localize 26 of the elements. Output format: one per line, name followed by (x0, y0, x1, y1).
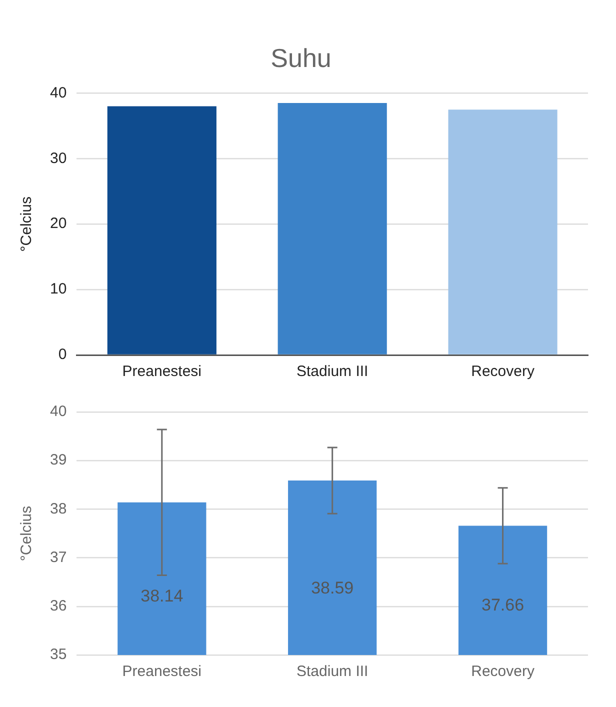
y-tick-label: 10 (50, 280, 67, 298)
x-tick-label: Recovery (471, 663, 535, 680)
chart-title: Suhu (270, 42, 332, 73)
x-tick-label: Stadium III (296, 663, 368, 680)
y-tick-label: 30 (50, 150, 67, 167)
y-axis-title: °Celcius (18, 196, 36, 252)
data-label: 37.66 (482, 596, 524, 615)
x-tick-label: Preanestesi (122, 663, 202, 680)
y-tick-label: 20 (50, 215, 67, 232)
y-axis-title: °Celcius (18, 506, 36, 562)
bar (107, 106, 216, 354)
y-tick-label: 37 (50, 548, 67, 566)
bar (278, 103, 387, 354)
data-label: 38.14 (140, 586, 184, 606)
x-tick-label: Stadium III (296, 363, 368, 380)
y-tick-label: 40 (50, 403, 67, 420)
y-tick-label: 35 (50, 646, 67, 664)
y-tick-label: 39 (50, 452, 67, 469)
x-tick-label: Preanestesi (122, 363, 202, 380)
x-tick-label: Recovery (471, 363, 535, 380)
y-tick-label: 36 (50, 598, 67, 615)
data-label: 38.59 (311, 578, 354, 598)
y-tick-label: 38 (50, 500, 67, 518)
y-tick-label: 40 (50, 84, 67, 102)
bar (448, 110, 558, 354)
y-tick-label: 0 (58, 346, 67, 364)
